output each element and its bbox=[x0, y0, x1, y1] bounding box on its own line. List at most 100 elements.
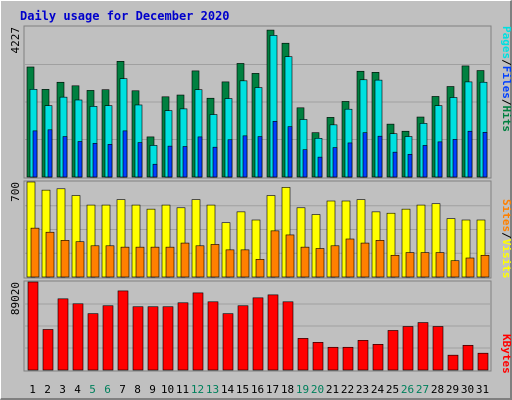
bar-sites bbox=[240, 249, 250, 278]
axis-max-top: 4227 bbox=[9, 27, 22, 54]
x-tick-label: 7 bbox=[119, 383, 126, 396]
x-tick-label: 15 bbox=[236, 383, 249, 396]
x-tick-label: 24 bbox=[371, 383, 385, 396]
bar-pages bbox=[272, 120, 278, 178]
bar-sites bbox=[210, 244, 220, 278]
bar-sites bbox=[90, 245, 100, 278]
bar-pages bbox=[362, 132, 368, 178]
legend-hits: Hits bbox=[500, 106, 511, 133]
bar-kbytes bbox=[72, 303, 84, 371]
x-tick-label: 13 bbox=[206, 383, 219, 396]
bar-sites bbox=[375, 240, 385, 278]
bar-kbytes bbox=[192, 292, 204, 371]
bar-pages bbox=[242, 135, 248, 178]
bar-kbytes bbox=[237, 305, 249, 371]
bar-sites bbox=[330, 245, 340, 278]
bar-pages bbox=[182, 146, 188, 178]
bar-pages bbox=[92, 142, 98, 178]
legend-top: Pages/Files/Hits bbox=[500, 26, 511, 132]
bar-pages bbox=[422, 145, 428, 178]
bar-kbytes bbox=[252, 297, 264, 371]
bar-kbytes bbox=[387, 330, 399, 371]
x-tick-label: 16 bbox=[251, 383, 264, 396]
bar-sites bbox=[255, 259, 265, 278]
bar-kbytes bbox=[117, 290, 129, 371]
bar-kbytes bbox=[222, 313, 234, 371]
bar-pages bbox=[167, 145, 173, 178]
legend-sites: Sites bbox=[500, 199, 511, 232]
bar-kbytes bbox=[342, 346, 354, 371]
bar-sites bbox=[30, 227, 40, 278]
bar-kbytes bbox=[462, 344, 474, 371]
bar-sites bbox=[165, 246, 175, 278]
bar-pages bbox=[452, 139, 458, 178]
bar-kbytes bbox=[417, 322, 429, 371]
legend-bottom: KBytes bbox=[500, 334, 511, 374]
x-tick-label: 18 bbox=[281, 383, 294, 396]
chart-title: Daily usage for December 2020 bbox=[20, 9, 230, 23]
bar-sites bbox=[390, 254, 400, 278]
bar-kbytes bbox=[432, 326, 444, 371]
bar-pages bbox=[407, 153, 413, 178]
x-tick-label: 9 bbox=[149, 383, 156, 396]
bar-pages bbox=[482, 131, 488, 178]
bar-pages bbox=[302, 149, 308, 178]
bar-pages bbox=[32, 130, 38, 178]
x-tick-label: 30 bbox=[461, 383, 474, 396]
bar-kbytes bbox=[207, 301, 219, 371]
bar-sites bbox=[45, 231, 55, 278]
x-tick-label: 10 bbox=[161, 383, 174, 396]
bar-sites bbox=[120, 246, 130, 278]
x-tick-label: 4 bbox=[74, 383, 81, 396]
bar-sites bbox=[420, 252, 430, 278]
bar-pages bbox=[392, 151, 398, 178]
bar-sites bbox=[225, 249, 235, 278]
bar-pages bbox=[377, 135, 383, 178]
x-tick-label: 27 bbox=[416, 383, 429, 396]
bar-sites bbox=[315, 248, 325, 278]
bar-pages bbox=[257, 136, 263, 178]
bar-kbytes bbox=[357, 340, 369, 371]
bar-pages bbox=[197, 136, 203, 178]
x-tick-label: 26 bbox=[401, 383, 414, 396]
bar-pages bbox=[137, 142, 143, 178]
bar-pages bbox=[122, 130, 128, 178]
legend-kbytes: KBytes bbox=[500, 334, 511, 374]
x-tick-label: 29 bbox=[446, 383, 459, 396]
x-tick-label: 12 bbox=[191, 383, 204, 396]
legend-middle: Sites/Visits bbox=[500, 199, 511, 279]
x-tick-label: 14 bbox=[221, 383, 235, 396]
legend-visits: Visits bbox=[500, 239, 511, 279]
legend-sep-1: / bbox=[500, 59, 511, 66]
legend-files: Files bbox=[500, 66, 511, 99]
bar-kbytes bbox=[27, 281, 39, 371]
x-tick-label: 25 bbox=[386, 383, 399, 396]
x-tick-label: 8 bbox=[134, 383, 141, 396]
x-tick-label: 5 bbox=[89, 383, 96, 396]
bar-pages bbox=[227, 139, 233, 178]
bar-sites bbox=[435, 252, 445, 278]
bar-sites bbox=[465, 257, 475, 278]
axis-max-bottom: 89020 bbox=[9, 282, 22, 315]
bar-kbytes bbox=[42, 329, 54, 371]
bar-kbytes bbox=[162, 306, 174, 371]
bar-pages bbox=[332, 147, 338, 178]
bar-kbytes bbox=[447, 354, 459, 371]
bar-pages bbox=[77, 141, 83, 178]
bar-sites bbox=[105, 245, 115, 278]
bar-sites bbox=[285, 234, 295, 278]
bar-kbytes bbox=[177, 302, 189, 371]
bar-kbytes bbox=[57, 298, 69, 371]
bar-sites bbox=[270, 230, 280, 278]
bar-kbytes bbox=[267, 294, 279, 371]
x-tick-label: 11 bbox=[176, 383, 189, 396]
legend-pages: Pages bbox=[500, 26, 511, 59]
x-tick-label: 1 bbox=[29, 383, 36, 396]
bar-kbytes bbox=[102, 305, 114, 371]
bar-sites bbox=[135, 246, 145, 278]
x-tick-label: 6 bbox=[104, 383, 111, 396]
legend-sep-2: / bbox=[500, 99, 511, 106]
bar-kbytes bbox=[297, 338, 309, 371]
